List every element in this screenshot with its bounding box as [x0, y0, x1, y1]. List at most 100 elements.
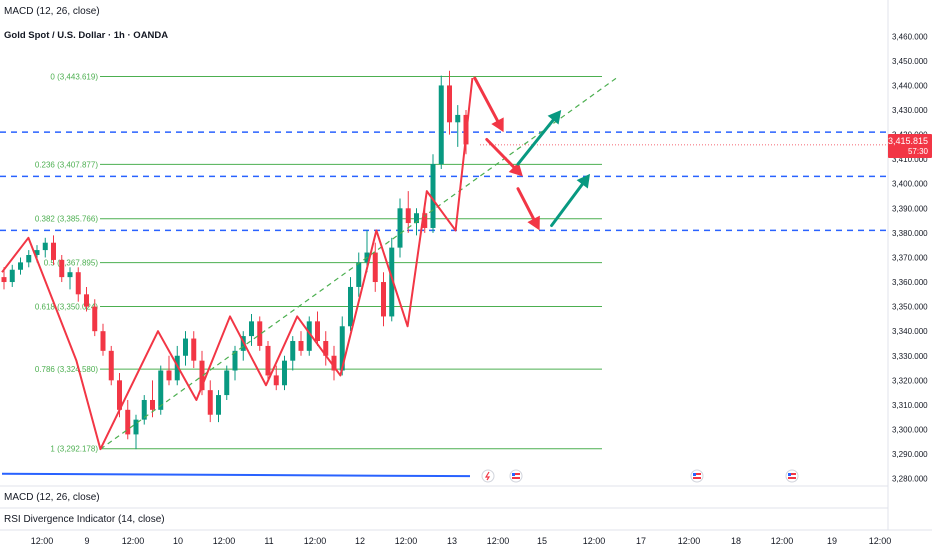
- price-tick-label: 3,450.000: [892, 57, 928, 66]
- price-axis[interactable]: 3,460.0003,450.0003,440.0003,430.0003,42…: [892, 32, 928, 483]
- time-tick-label: 18: [731, 536, 741, 546]
- candle-body: [273, 375, 279, 386]
- candle-body: [125, 409, 131, 435]
- candle-body: [166, 370, 172, 381]
- candle-body: [257, 321, 263, 346]
- candle-body: [117, 380, 122, 410]
- arrow-up-shaft: [516, 118, 555, 166]
- time-tick-label: 19: [827, 536, 837, 546]
- price-tick-label: 3,290.000: [892, 450, 928, 459]
- current-price-badge: 3,415.815 57:30: [888, 134, 932, 158]
- arrow-down-head: [527, 215, 540, 231]
- time-axis[interactable]: 12:00 9 12:00 10 12:00 11 12:00 12 12:00 13 12:00 1…: [31, 536, 892, 546]
- time-tick-label: 12:00: [122, 536, 145, 546]
- us-flag-icon: [690, 469, 704, 483]
- time-tick-label: 15: [537, 536, 547, 546]
- candle-body: [42, 242, 48, 251]
- us-flag-icon: [785, 469, 799, 483]
- us-flag-stripe: [693, 473, 701, 475]
- candle-body: [150, 399, 155, 410]
- candle-body: [75, 272, 81, 295]
- time-tick-label: 12:00: [395, 536, 418, 546]
- candle-body: [323, 341, 329, 356]
- fib-level-label: 0.382 (3,385.766): [35, 215, 98, 224]
- arrow-down-head: [491, 117, 504, 133]
- time-tick-label: 12:00: [678, 536, 701, 546]
- arrow-down-shaft: [485, 138, 516, 169]
- candle-body: [381, 282, 386, 317]
- price-tick-label: 3,440.000: [892, 81, 928, 90]
- candle-body: [249, 321, 254, 337]
- candle-body: [18, 262, 23, 270]
- arrow-up-shaft: [550, 182, 584, 228]
- drawing-overlays[interactable]: [1, 76, 617, 478]
- fib-level-label: 0.5 (3,367.895): [44, 259, 99, 268]
- time-tick-label: 12:00: [304, 536, 327, 546]
- macd-line: [1, 472, 471, 478]
- candle-body: [224, 370, 230, 396]
- candle-body: [430, 164, 436, 228]
- price-tick-label: 3,410.000: [892, 155, 928, 164]
- candle-body: [207, 390, 213, 415]
- candle-body: [92, 306, 98, 332]
- candle-body: [84, 294, 89, 307]
- current-price-label: 3,415.815: [888, 136, 928, 146]
- candle-body: [422, 213, 428, 228]
- candle-body: [216, 395, 221, 415]
- time-tick-label: 9: [84, 536, 89, 546]
- candle-body: [158, 370, 164, 410]
- price-tick-label: 3,430.000: [892, 106, 928, 115]
- candle-body: [199, 360, 205, 391]
- macd-pane-title[interactable]: MACD (12, 26, close): [4, 492, 100, 503]
- us-flag-stripe: [512, 477, 520, 479]
- candle-body: [298, 341, 304, 351]
- candle-body: [356, 262, 362, 287]
- lightning-glyph: [484, 471, 491, 481]
- candle-countdown: 57:30: [908, 147, 929, 156]
- zigzag-pattern: [1, 77, 474, 451]
- us-flag-canton: [693, 473, 696, 476]
- us-flag-icon: [509, 469, 523, 483]
- fib-level-label: 1 (3,292.178): [50, 445, 98, 454]
- candle-body: [133, 419, 139, 435]
- us-flag-stripe: [788, 473, 796, 475]
- candle-body: [141, 399, 147, 420]
- price-tick-label: 3,370.000: [892, 253, 928, 262]
- candle-body: [372, 252, 378, 283]
- time-tick-label: 12:00: [487, 536, 510, 546]
- price-tick-label: 3,320.000: [892, 376, 928, 385]
- time-tick-label: 17: [636, 536, 646, 546]
- candle-body: [108, 350, 114, 381]
- candle-body: [447, 85, 452, 123]
- us-flag-canton: [512, 473, 515, 476]
- candle-body: [348, 286, 353, 327]
- candle-body: [100, 331, 106, 351]
- candle-body: [191, 338, 197, 361]
- candle-body: [405, 208, 411, 224]
- candle-body: [306, 321, 312, 351]
- candle-body: [315, 321, 320, 342]
- trend-line: [100, 77, 617, 450]
- price-tick-label: 3,390.000: [892, 204, 928, 213]
- us-flag-stripe: [788, 477, 796, 479]
- candle-body: [59, 259, 65, 278]
- price-tick-label: 3,460.000: [892, 32, 928, 41]
- symbol-title[interactable]: Gold Spot / U.S. Dollar · 1h · OANDA: [4, 30, 168, 41]
- time-tick-label: 12: [355, 536, 365, 546]
- price-tick-label: 3,300.000: [892, 425, 928, 434]
- event-markers[interactable]: [481, 469, 799, 483]
- top-indicator-title[interactable]: MACD (12, 26, close): [4, 6, 100, 17]
- price-tick-label: 3,380.000: [892, 229, 928, 238]
- rsi-pane-title[interactable]: RSI Divergence Indicator (14, close): [4, 514, 165, 525]
- candle-body: [414, 213, 419, 224]
- candle-body: [51, 242, 56, 260]
- fib-level-label: 0.236 (3,407.877): [35, 160, 98, 169]
- candle-body: [232, 350, 238, 371]
- price-tick-label: 3,310.000: [892, 401, 928, 410]
- candle-body: [1, 277, 7, 283]
- candlestick-series: [1, 70, 469, 450]
- fib-level-label: 0 (3,443.619): [50, 73, 98, 82]
- horizontal-levels[interactable]: [0, 131, 888, 232]
